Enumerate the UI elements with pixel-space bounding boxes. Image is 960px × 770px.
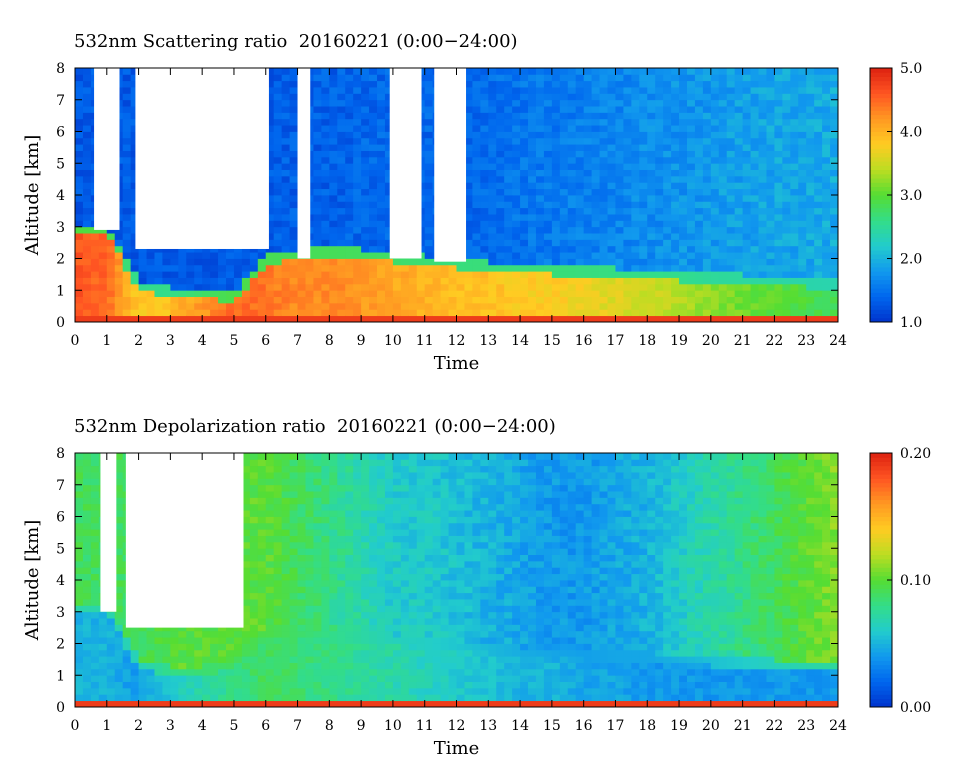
y-tick-label: 7 xyxy=(56,478,65,494)
x-tick-label: 10 xyxy=(384,718,402,734)
x-axis-label: Time xyxy=(434,738,479,759)
colorbar-tick-label: 0.00 xyxy=(900,700,931,716)
y-tick-label: 5 xyxy=(56,156,65,172)
x-tick-label: 0 xyxy=(71,718,80,734)
depolarization-ratio-panel: 532nm Depolarization ratio 20160221 (0:0… xyxy=(0,385,960,770)
y-axis-label: Altitude [km] xyxy=(22,135,43,257)
y-tick-label: 3 xyxy=(56,605,65,621)
y-tick-label: 5 xyxy=(56,541,65,557)
y-axis-label: Altitude [km] xyxy=(22,520,43,642)
y-tick-label: 6 xyxy=(56,125,65,141)
x-tick-label: 22 xyxy=(766,333,784,349)
x-tick-label: 14 xyxy=(511,333,529,349)
colorbar: 0.00 0.10 0.20 xyxy=(869,446,931,716)
colorbar-tick-label: 0.10 xyxy=(900,573,931,589)
x-tick-label: 12 xyxy=(448,718,466,734)
x-tick-label: 1 xyxy=(102,718,111,734)
x-tick-label: 9 xyxy=(357,718,366,734)
x-tick-label: 12 xyxy=(448,333,466,349)
x-tick-label: 15 xyxy=(543,333,561,349)
chart-title: 532nm Scattering ratio 20160221 (0:00−24… xyxy=(74,31,518,52)
depolarization-ratio-chart: 0 1 2 3 4 5 6 7 8 9 10 11 12 13 14 15 16 17 18 19 20 21 22 23 24… xyxy=(22,446,931,759)
x-tick-label: 5 xyxy=(229,718,238,734)
x-tick-label: 19 xyxy=(670,333,688,349)
x-tick-label: 2 xyxy=(134,718,143,734)
y-tick-label: 7 xyxy=(56,93,65,109)
colorbar-tick-label: 0.20 xyxy=(900,446,931,462)
y-tick-label: 1 xyxy=(56,668,65,684)
scattering-ratio-panel: 532nm Scattering ratio 20160221 (0:00−24… xyxy=(22,31,922,374)
x-tick-label: 14 xyxy=(511,718,529,734)
y-tick-label: 0 xyxy=(56,315,65,331)
y-tick-label: 3 xyxy=(56,220,65,236)
x-axis-label: Time xyxy=(434,353,479,374)
x-tick-label: 8 xyxy=(325,718,334,734)
x-tick-label: 20 xyxy=(702,333,720,349)
y-tick-label: 2 xyxy=(56,637,65,653)
no-data-mask xyxy=(100,453,244,628)
x-tick-label: 6 xyxy=(261,333,270,349)
x-tick-label: 21 xyxy=(734,333,752,349)
x-tick-label: 16 xyxy=(575,333,593,349)
x-tick-label: 8 xyxy=(325,333,334,349)
x-tick-label: 24 xyxy=(829,718,847,734)
no-data-mask xyxy=(94,68,467,262)
y-tick-label: 0 xyxy=(56,700,65,716)
x-tick-label: 1 xyxy=(102,333,111,349)
x-tick-label: 13 xyxy=(479,718,497,734)
colorbar-tick-label: 3.0 xyxy=(900,188,922,204)
y-tick-label: 2 xyxy=(56,252,65,268)
x-tick-label: 5 xyxy=(229,333,238,349)
y-tick-label: 4 xyxy=(56,188,65,204)
y-tick-label: 1 xyxy=(56,283,65,299)
x-tick-label: 7 xyxy=(293,718,302,734)
x-tick-label: 2 xyxy=(134,333,143,349)
x-tick-label: 23 xyxy=(797,333,815,349)
x-tick-label: 4 xyxy=(198,718,207,734)
colorbar-tick-label: 5.0 xyxy=(900,61,922,77)
colorbar-tick-label: 2.0 xyxy=(900,252,922,268)
x-tick-label: 22 xyxy=(766,718,784,734)
scattering-ratio-chart: 0 1 2 3 4 5 6 7 8 9 10 11 12 13 14 15 16 17 18 19 20 21 22 23 24… xyxy=(22,61,922,374)
x-tick-label: 13 xyxy=(479,333,497,349)
x-tick-label: 6 xyxy=(261,718,270,734)
colorbar: 1.0 2.0 3.0 4.0 5.0 xyxy=(869,61,922,331)
x-tick-label: 18 xyxy=(638,333,656,349)
x-tick-label: 17 xyxy=(607,718,625,734)
x-tick-label: 9 xyxy=(357,333,366,349)
x-tick-label: 11 xyxy=(416,333,434,349)
x-tick-label: 23 xyxy=(797,718,815,734)
x-tick-label: 11 xyxy=(416,718,434,734)
x-tick-label: 20 xyxy=(702,718,720,734)
x-tick-label: 15 xyxy=(543,718,561,734)
x-tick-label: 10 xyxy=(384,333,402,349)
y-tick-label: 6 xyxy=(56,510,65,526)
x-tick-label: 16 xyxy=(575,718,593,734)
x-tick-label: 3 xyxy=(166,718,175,734)
x-tick-label: 7 xyxy=(293,333,302,349)
x-tick-label: 0 xyxy=(71,333,80,349)
x-tick-label: 17 xyxy=(607,333,625,349)
x-tick-label: 3 xyxy=(166,333,175,349)
x-tick-label: 18 xyxy=(638,718,656,734)
x-tick-label: 21 xyxy=(734,718,752,734)
y-tick-label: 8 xyxy=(56,446,65,462)
chart-title: 532nm Depolarization ratio 20160221 (0:0… xyxy=(74,416,556,437)
x-tick-label: 24 xyxy=(829,333,847,349)
y-tick-label: 4 xyxy=(56,573,65,589)
colorbar-tick-label: 1.0 xyxy=(900,315,922,331)
x-tick-label: 19 xyxy=(670,718,688,734)
colorbar-tick-label: 4.0 xyxy=(900,125,922,141)
x-tick-label: 4 xyxy=(198,333,207,349)
y-tick-label: 8 xyxy=(56,61,65,77)
